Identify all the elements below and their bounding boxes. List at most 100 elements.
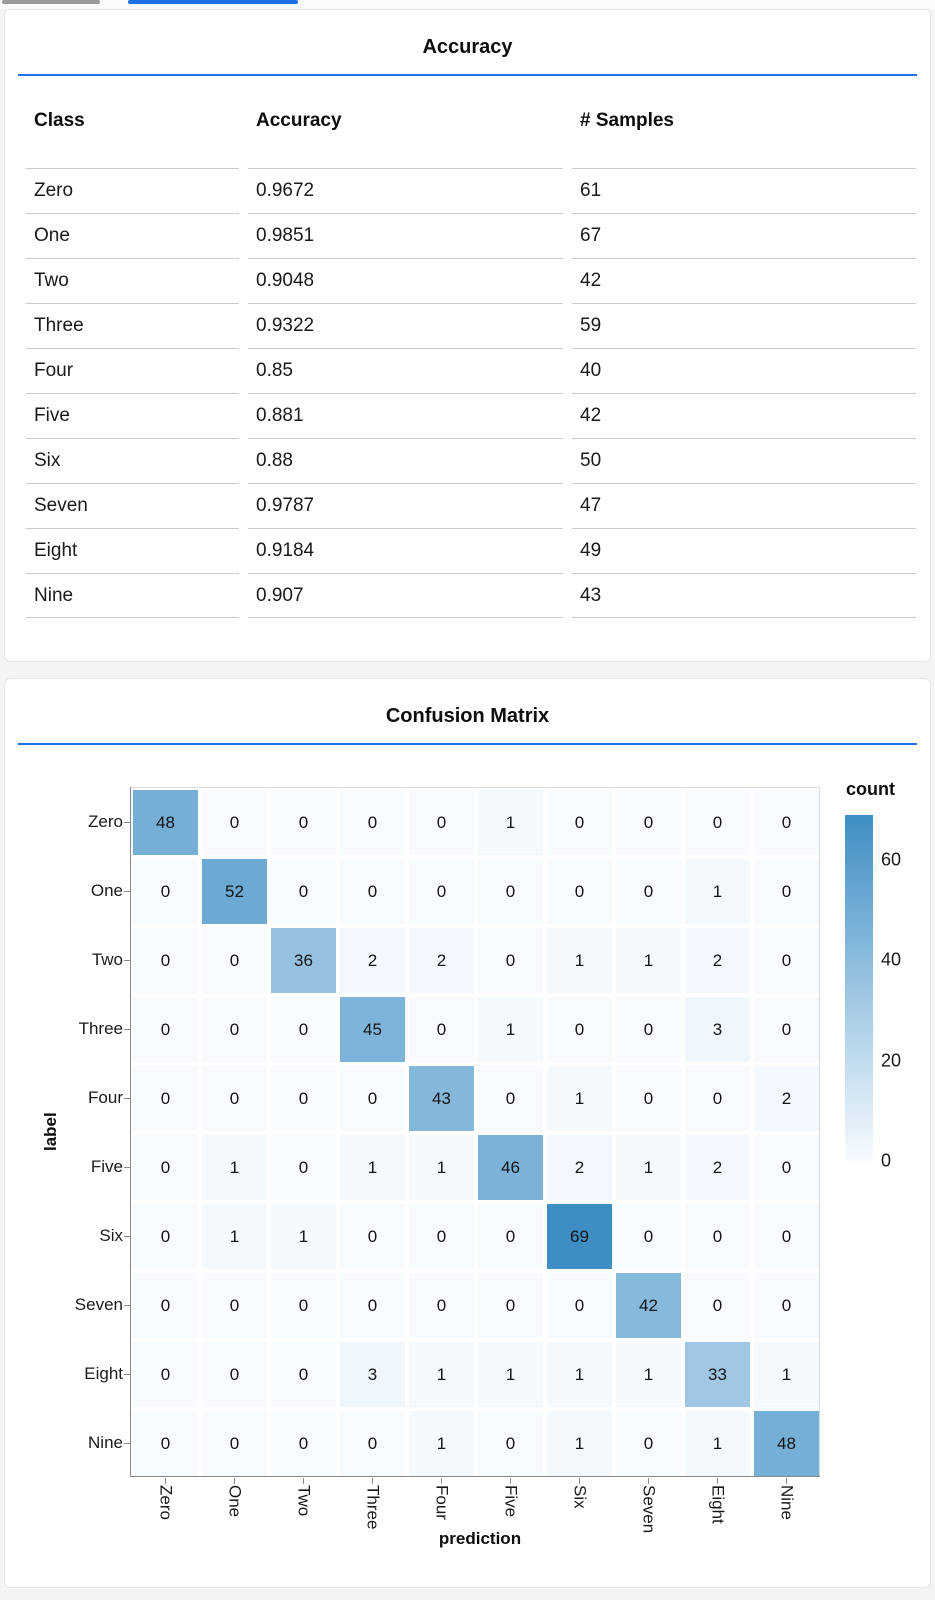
matrix-cell[interactable]: 0	[271, 859, 336, 924]
matrix-cell[interactable]: 0	[547, 859, 612, 924]
matrix-cell[interactable]: 0	[478, 1411, 543, 1476]
matrix-cell[interactable]: 0	[547, 997, 612, 1062]
matrix-cell[interactable]: 52	[202, 859, 267, 924]
matrix-cell[interactable]: 1	[616, 1135, 681, 1200]
matrix-cell[interactable]: 0	[547, 790, 612, 855]
matrix-cell[interactable]: 1	[340, 1135, 405, 1200]
matrix-cell[interactable]: 0	[340, 1273, 405, 1338]
matrix-cell[interactable]: 0	[202, 1066, 267, 1131]
matrix-cell[interactable]: 1	[409, 1411, 474, 1476]
matrix-cell[interactable]: 0	[685, 1273, 750, 1338]
matrix-cell[interactable]: 0	[754, 1273, 819, 1338]
matrix-cell[interactable]: 45	[340, 997, 405, 1062]
matrix-cell[interactable]: 1	[478, 790, 543, 855]
matrix-cell[interactable]: 0	[616, 1066, 681, 1131]
matrix-cell[interactable]: 0	[202, 1342, 267, 1407]
matrix-cell[interactable]: 0	[133, 1411, 198, 1476]
matrix-cell[interactable]: 69	[547, 1204, 612, 1269]
matrix-cell[interactable]: 0	[478, 859, 543, 924]
matrix-cell[interactable]: 1	[547, 1411, 612, 1476]
matrix-cell[interactable]: 2	[754, 1066, 819, 1131]
matrix-cell[interactable]: 0	[133, 928, 198, 993]
matrix-cell[interactable]: 1	[616, 928, 681, 993]
scrollbar-thumb[interactable]	[2, 0, 100, 4]
matrix-cell[interactable]: 0	[340, 1066, 405, 1131]
matrix-cell[interactable]: 0	[478, 928, 543, 993]
matrix-cell[interactable]: 0	[409, 1204, 474, 1269]
matrix-cell[interactable]: 33	[685, 1342, 750, 1407]
matrix-cell[interactable]: 0	[409, 997, 474, 1062]
matrix-cell[interactable]: 1	[478, 997, 543, 1062]
matrix-cell[interactable]: 2	[685, 1135, 750, 1200]
matrix-cell[interactable]: 0	[133, 1342, 198, 1407]
matrix-cell[interactable]: 1	[409, 1135, 474, 1200]
matrix-cell[interactable]: 3	[340, 1342, 405, 1407]
matrix-cell[interactable]: 1	[202, 1135, 267, 1200]
matrix-cell[interactable]: 0	[133, 997, 198, 1062]
matrix-cell[interactable]: 0	[133, 859, 198, 924]
matrix-cell[interactable]: 0	[409, 1273, 474, 1338]
matrix-cell[interactable]: 0	[754, 997, 819, 1062]
matrix-cell[interactable]: 1	[271, 1204, 336, 1269]
matrix-cell[interactable]: 2	[409, 928, 474, 993]
matrix-cell[interactable]: 1	[202, 1204, 267, 1269]
matrix-cell[interactable]: 0	[271, 1273, 336, 1338]
matrix-cell[interactable]: 1	[547, 928, 612, 993]
matrix-cell[interactable]: 0	[478, 1273, 543, 1338]
matrix-cell[interactable]: 0	[133, 1204, 198, 1269]
matrix-cell[interactable]: 48	[754, 1411, 819, 1476]
matrix-cell[interactable]: 0	[340, 859, 405, 924]
matrix-cell[interactable]: 48	[133, 790, 198, 855]
matrix-cell[interactable]: 1	[478, 1342, 543, 1407]
matrix-cell[interactable]: 0	[685, 1204, 750, 1269]
matrix-cell[interactable]: 0	[133, 1066, 198, 1131]
matrix-cell[interactable]: 0	[754, 1135, 819, 1200]
matrix-cell[interactable]: 0	[754, 859, 819, 924]
matrix-cell[interactable]: 1	[685, 1411, 750, 1476]
matrix-cell[interactable]: 0	[202, 928, 267, 993]
matrix-cell[interactable]: 0	[202, 1273, 267, 1338]
matrix-cell[interactable]: 0	[754, 790, 819, 855]
matrix-cell[interactable]: 0	[478, 1204, 543, 1269]
matrix-cell[interactable]: 0	[616, 1204, 681, 1269]
matrix-cell[interactable]: 1	[616, 1342, 681, 1407]
matrix-cell[interactable]: 0	[340, 790, 405, 855]
matrix-cell[interactable]: 0	[754, 928, 819, 993]
matrix-cell[interactable]: 0	[202, 790, 267, 855]
matrix-cell[interactable]: 0	[616, 859, 681, 924]
matrix-cell[interactable]: 3	[685, 997, 750, 1062]
matrix-cell[interactable]: 0	[547, 1273, 612, 1338]
matrix-cell[interactable]: 2	[547, 1135, 612, 1200]
matrix-cell[interactable]: 0	[409, 790, 474, 855]
matrix-cell[interactable]: 0	[271, 997, 336, 1062]
matrix-cell[interactable]: 0	[271, 1066, 336, 1131]
matrix-cell[interactable]: 0	[340, 1204, 405, 1269]
matrix-cell[interactable]: 0	[409, 859, 474, 924]
matrix-cell[interactable]: 2	[685, 928, 750, 993]
matrix-cell[interactable]: 0	[685, 1066, 750, 1131]
matrix-cell[interactable]: 0	[340, 1411, 405, 1476]
matrix-cell[interactable]: 2	[340, 928, 405, 993]
matrix-cell[interactable]: 43	[409, 1066, 474, 1131]
matrix-cell[interactable]: 0	[685, 790, 750, 855]
matrix-cell[interactable]: 36	[271, 928, 336, 993]
matrix-cell[interactable]: 0	[616, 790, 681, 855]
matrix-cell[interactable]: 0	[478, 1066, 543, 1131]
matrix-cell[interactable]: 42	[616, 1273, 681, 1338]
matrix-cell[interactable]: 0	[271, 1342, 336, 1407]
matrix-cell[interactable]: 0	[133, 1273, 198, 1338]
matrix-cell[interactable]: 0	[754, 1204, 819, 1269]
matrix-cell[interactable]: 1	[409, 1342, 474, 1407]
matrix-cell[interactable]: 0	[202, 1411, 267, 1476]
matrix-cell[interactable]: 0	[202, 997, 267, 1062]
matrix-cell[interactable]: 0	[271, 790, 336, 855]
matrix-cell[interactable]: 46	[478, 1135, 543, 1200]
matrix-cell[interactable]: 1	[754, 1342, 819, 1407]
matrix-cell[interactable]: 1	[547, 1342, 612, 1407]
matrix-cell[interactable]: 0	[271, 1411, 336, 1476]
matrix-cell[interactable]: 1	[685, 859, 750, 924]
matrix-cell[interactable]: 0	[133, 1135, 198, 1200]
matrix-cell[interactable]: 1	[547, 1066, 612, 1131]
matrix-cell[interactable]: 0	[616, 997, 681, 1062]
matrix-cell[interactable]: 0	[271, 1135, 336, 1200]
